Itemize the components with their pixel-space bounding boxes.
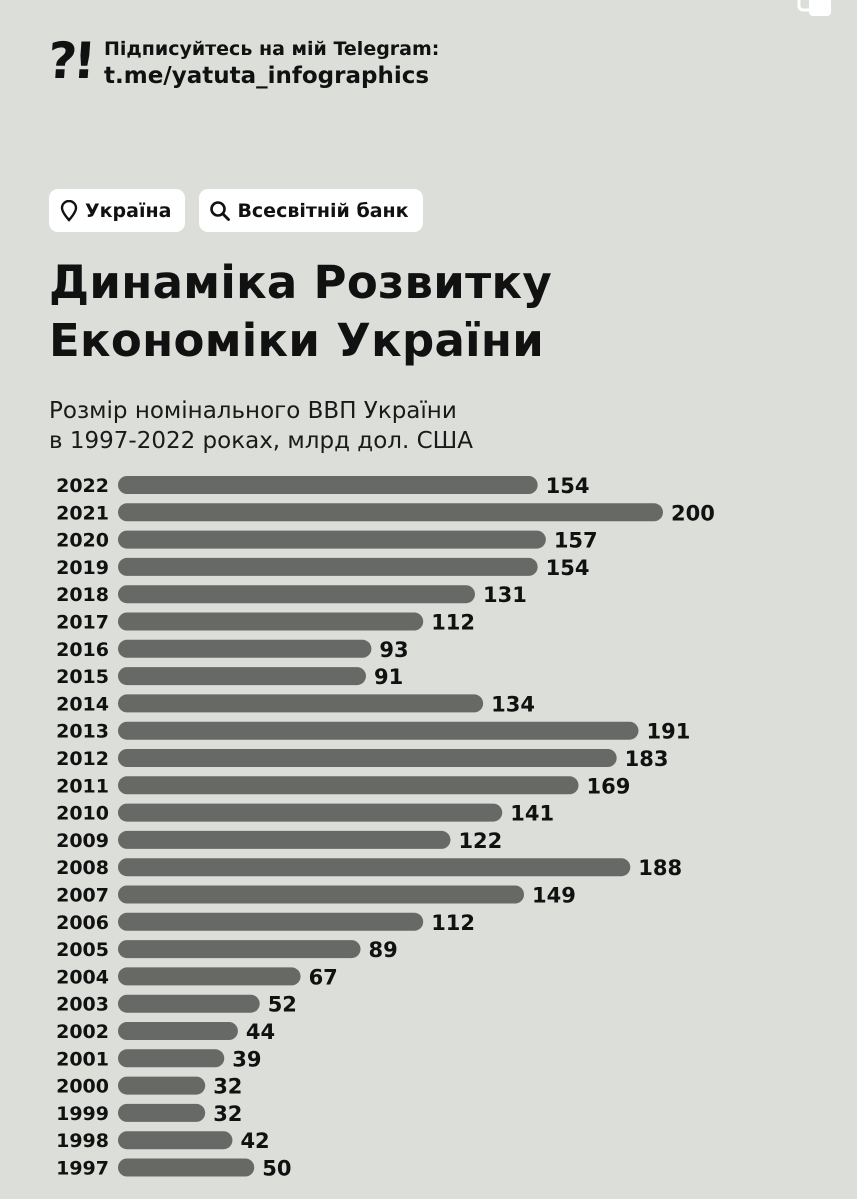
bar-2010 [118, 803, 503, 822]
year-label: 1999 [56, 1103, 109, 1125]
bar-2019 [118, 557, 538, 576]
bar-2021 [118, 503, 663, 522]
bar-2005 [118, 940, 361, 959]
bar-2018 [118, 585, 475, 604]
year-label: 2016 [56, 639, 109, 661]
value-label: 134 [491, 692, 535, 716]
value-label: 141 [510, 802, 554, 826]
bar-1998 [118, 1131, 233, 1150]
subtitle-line-1: Розмір номінального ВВП України [49, 398, 457, 424]
value-label: 112 [431, 911, 475, 935]
bar-1999 [118, 1103, 206, 1122]
value-label: 122 [458, 829, 502, 853]
value-label: 52 [268, 993, 297, 1017]
value-label: 154 [546, 474, 590, 498]
bar-2003 [118, 994, 260, 1013]
search-icon [210, 200, 231, 221]
location-pin-icon [60, 199, 78, 222]
value-label: 44 [246, 1020, 275, 1044]
year-label: 2018 [56, 584, 109, 606]
year-label: 2003 [56, 994, 109, 1016]
bar-2001 [118, 1049, 225, 1068]
year-label: 2008 [56, 857, 109, 879]
year-label: 2005 [56, 939, 109, 961]
value-label: 169 [587, 774, 631, 798]
title-line-2: Економіки України [49, 314, 545, 367]
year-label: 2019 [56, 557, 109, 579]
bar-2006 [118, 912, 424, 931]
bar-2008 [118, 858, 631, 877]
year-label: 2007 [56, 885, 109, 907]
year-label: 2006 [56, 912, 109, 934]
bar-2022 [118, 476, 538, 494]
bar-2013 [118, 721, 639, 740]
value-label: 188 [638, 856, 682, 880]
telegram-link[interactable]: t.me/yatuta_infographics [104, 63, 430, 89]
bar-2015 [118, 667, 366, 686]
value-label: 67 [309, 965, 338, 989]
year-label: 2000 [56, 1076, 109, 1098]
value-label: 39 [232, 1047, 261, 1071]
year-label: 2004 [56, 966, 109, 988]
value-label: 157 [554, 529, 598, 553]
bar-2014 [118, 694, 484, 713]
tag-country-label: Україна [85, 199, 172, 222]
gdp-bar-chart: 2022 154 2021 200 2020 157 2019 154 2018 131 2017 1… [56, 474, 715, 1181]
bar-2012 [118, 749, 617, 767]
value-label: 93 [379, 638, 408, 662]
year-label: 1997 [56, 1158, 109, 1180]
year-label: 1998 [56, 1130, 109, 1152]
value-label: 112 [431, 611, 475, 635]
bar-2009 [118, 830, 451, 849]
bar-2011 [118, 776, 579, 795]
value-label: 183 [625, 747, 669, 771]
bar-1997 [118, 1158, 255, 1177]
value-label: 32 [213, 1102, 242, 1126]
chart-subtitle: Розмір номінального ВВП України в 1997-2… [49, 396, 473, 456]
bar-2002 [118, 1022, 238, 1040]
title-line-1: Динаміка Розвитку [49, 256, 552, 309]
page-title: Динаміка Розвитку Економіки України [49, 254, 552, 370]
value-label: 154 [546, 556, 590, 580]
year-label: 2013 [56, 721, 109, 743]
value-label: 50 [262, 1157, 291, 1181]
year-label: 2021 [56, 502, 109, 524]
year-label: 2014 [56, 693, 109, 715]
year-label: 2012 [56, 748, 109, 770]
value-label: 131 [483, 583, 527, 607]
year-label: 2002 [56, 1021, 109, 1043]
value-label: 32 [213, 1075, 242, 1099]
year-label: 2017 [56, 612, 109, 634]
tag-source-label: Всесвітній банк [237, 199, 409, 222]
value-label: 91 [374, 665, 403, 689]
bar-2007 [118, 885, 525, 904]
tag-source: Всесвітній банк [199, 189, 423, 232]
value-label: 89 [369, 938, 398, 962]
year-label: 2022 [56, 475, 109, 497]
bar-2017 [118, 612, 424, 631]
value-label: 200 [671, 501, 715, 525]
year-label: 2011 [56, 775, 109, 797]
bar-2000 [118, 1076, 206, 1095]
logo: ?! [45, 32, 94, 90]
year-label: 2015 [56, 666, 109, 688]
value-label: 149 [532, 884, 576, 908]
tag-country: Україна [49, 189, 186, 232]
year-label: 2020 [56, 530, 109, 552]
telegram-label: Підписуйтесь на мій Telegram: [104, 38, 440, 60]
subtitle-line-2: в 1997-2022 роках, млрд дол. США [49, 428, 473, 454]
bar-2004 [118, 967, 301, 986]
bar-2020 [118, 530, 546, 549]
tag-list: Україна Всесвітній банк [49, 189, 423, 232]
year-label: 2009 [56, 830, 109, 852]
corner-expand-icon[interactable] [795, 0, 835, 22]
year-label: 2001 [56, 1048, 109, 1070]
value-label: 42 [240, 1129, 269, 1153]
value-label: 191 [646, 720, 690, 744]
year-label: 2010 [56, 803, 109, 825]
bar-2016 [118, 639, 372, 658]
